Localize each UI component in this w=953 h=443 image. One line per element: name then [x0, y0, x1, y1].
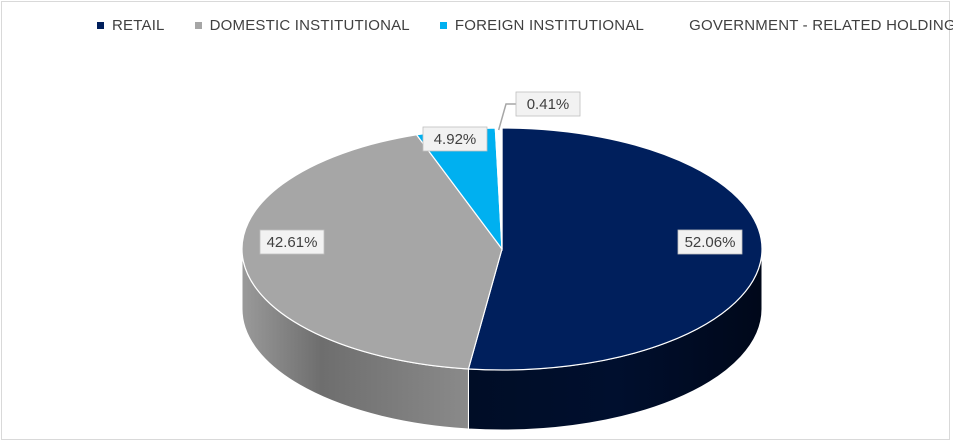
legend-swatch-foreign-institutional: [439, 21, 447, 29]
pie-slice-retail: [467, 127, 763, 371]
data-label-text-government-related-holdings: 0.41%: [527, 96, 570, 113]
legend-item-domestic-institutional: DOMESTIC INSTITUTIONAL: [194, 16, 410, 34]
legend-swatch-government-related-holdings: [674, 21, 682, 29]
legend-item-retail: RETAIL: [97, 17, 165, 34]
legend-label-domestic-institutional: DOMESTIC INSTITUTIONAL: [209, 16, 410, 34]
data-label-text-retail: 52.06%: [685, 234, 736, 251]
legend-swatch-retail: [97, 21, 104, 29]
data-label-box-retail: [677, 229, 743, 255]
legend-label-retail: RETAIL: [112, 16, 165, 34]
legend: RETAIL DOMESTIC INSTITUTIONAL FOREIGN IN…: [97, 14, 953, 36]
legend-swatch-domestic-institutional: [194, 21, 202, 29]
data-label-text-domestic-institutional: 42.61%: [267, 234, 318, 251]
data-label-retail: 52.06%: [677, 229, 743, 255]
leader-line-government-related-holdings: [497, 103, 516, 131]
data-label-text-foreign-institutional: 4.92%: [434, 131, 477, 148]
legend-label-foreign-institutional: FOREIGN INSTITUTIONAL: [454, 16, 645, 34]
legend-label-government-related-holdings: GOVERNMENT - RELATED HOLDINGS: [689, 16, 953, 34]
data-label-box-domestic-institutional: [259, 229, 325, 255]
legend-item-foreign-institutional: FOREIGN INSTITUTIONAL: [439, 16, 645, 34]
data-label-box-foreign-institutional: [422, 126, 488, 152]
data-label-box-government-related-holdings: [515, 91, 581, 117]
legend-item-government-related-holdings: GOVERNMENT - RELATED HOLDINGS: [674, 17, 953, 34]
data-label-domestic-institutional: 42.61%: [259, 229, 325, 255]
data-label-government-related-holdings: 0.41%: [497, 91, 581, 131]
pie-slice-domestic-institutional: [241, 134, 503, 370]
data-label-foreign-institutional: 4.92%: [422, 126, 488, 152]
